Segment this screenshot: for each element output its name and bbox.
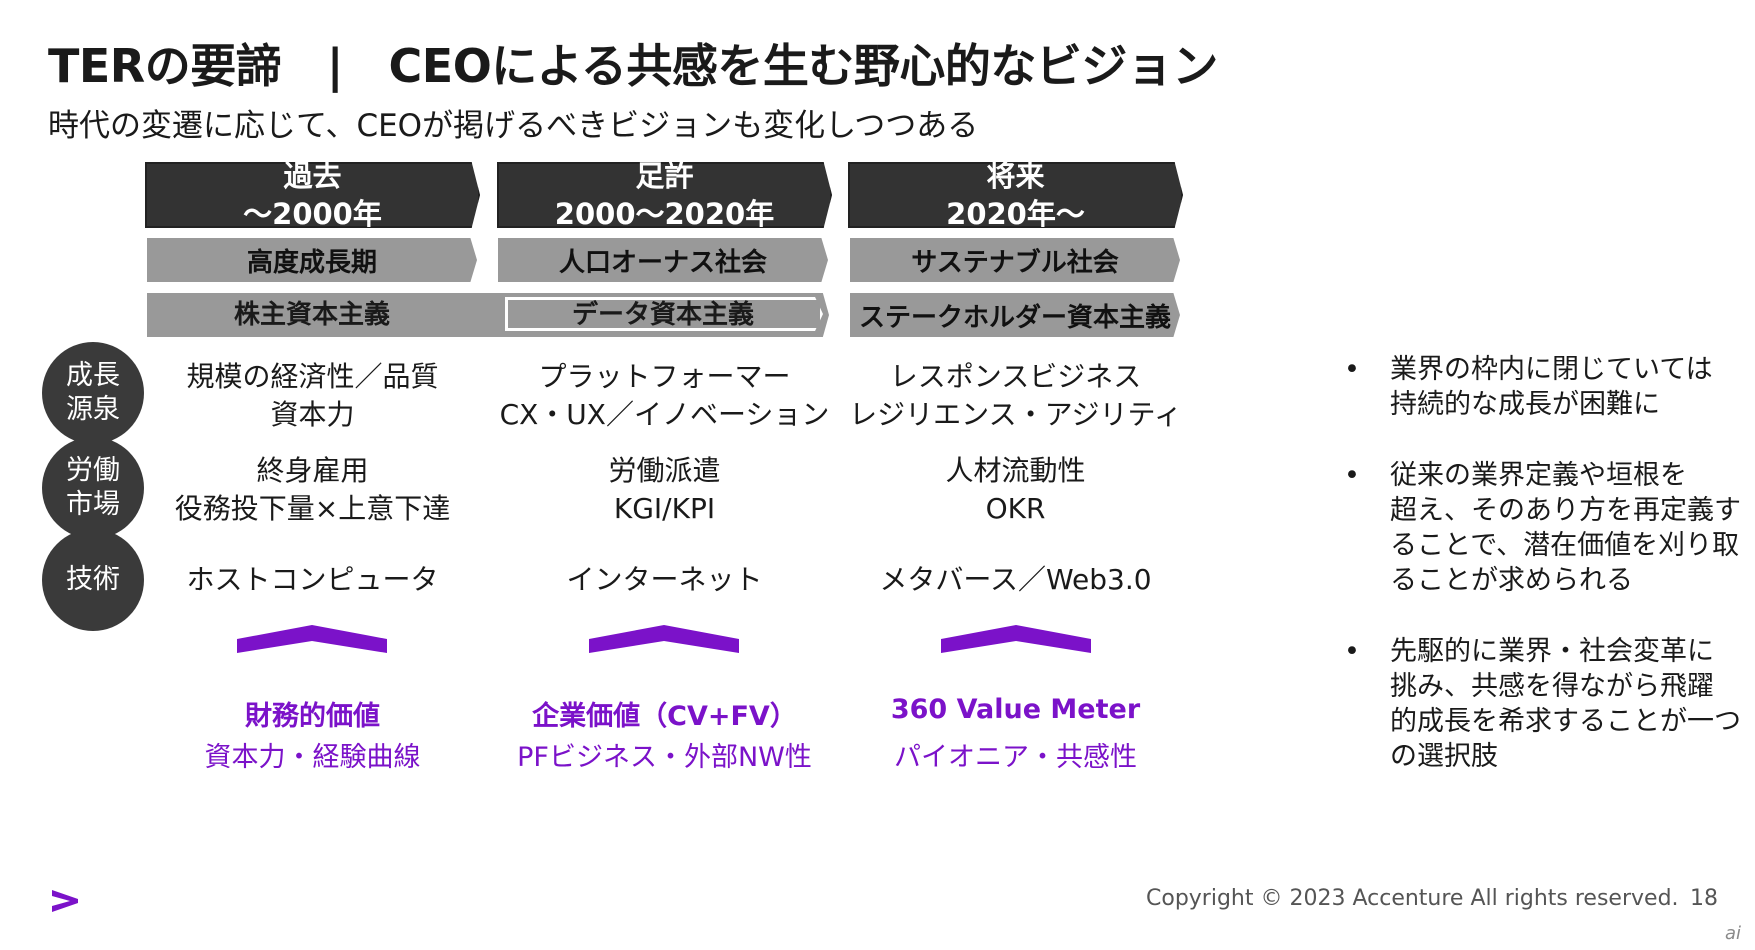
era-past-name: 過去 (283, 159, 342, 193)
value-past-title: 財務的価値 (245, 701, 380, 732)
category-labor-label: 労働 市場 (66, 455, 120, 520)
labor-present: 労働派遣 KGI/KPI (608, 454, 721, 525)
era-future-name: 将来 (986, 159, 1045, 193)
growth-past: 規模の経済性／品質 資本力 (186, 360, 439, 431)
capitalism-data-outline (505, 297, 823, 331)
bullet-text: 業界の枠内に閉じていては 持続的な成長が困難に (1390, 354, 1713, 420)
category-labor: 労働 市場 (42, 437, 144, 539)
capitalism-shareholder-label: 株主資本主義 (233, 300, 390, 330)
bullet-dot: • (1344, 636, 1360, 667)
labor-future: 人材流動性 OKR (945, 454, 1086, 525)
page-title: TERの要諦 | CEOによる共感を生む野心的なビジョン (48, 39, 1218, 93)
capitalism-stakeholder: ステークホルダー資本主義 (850, 293, 1180, 337)
growth-future: レスポンスビジネス レジリエンス・アジリティ (849, 360, 1182, 431)
society-past: 高度成長期 (147, 238, 477, 282)
value-past-sub: 資本力・経験曲線 (204, 742, 421, 773)
era-present: 足許 2000～2020年 (497, 162, 832, 228)
era-present-period: 2000～2020年 (554, 197, 775, 231)
chevron-up-icon (941, 625, 1091, 653)
value-present-sub: PFビジネス・外部NW性 (517, 742, 812, 773)
copyright-text: Copyright © 2023 Accenture All rights re… (1146, 886, 1679, 911)
page-number: 18 (1690, 886, 1718, 911)
society-present: 人口オーナス社会 (498, 238, 828, 282)
category-tech-label: 技術 (66, 564, 120, 595)
list-item: • 従来の業界定義や垣根を 超え、そのあり方を再定義す ることで、潜在価値を刈り… (1344, 458, 1744, 598)
tech-present: インターネット (566, 563, 763, 596)
category-growth: 成長 源泉 (42, 342, 144, 444)
growth-present: プラットフォーマー CX・UX／イノベーション (499, 360, 830, 431)
era-present-name: 足許 (635, 159, 694, 193)
era-future-period: 2020年～ (946, 197, 1085, 231)
era-past: 過去 ～2000年 (145, 162, 480, 228)
era-future: 将来 2020年～ (848, 162, 1183, 228)
accenture-greater-than-icon (52, 890, 78, 912)
chevron-up-icon (589, 625, 739, 653)
capitalism-data-label: データ資本主義 (571, 300, 754, 330)
tech-past: ホストコンピュータ (186, 563, 439, 596)
tech-future: メタバース／Web3.0 (879, 563, 1152, 596)
value-future-title: 360 Value Meter (890, 694, 1141, 725)
list-item: • 業界の枠内に閉じていては 持続的な成長が困難に (1344, 352, 1744, 422)
bullet-dot: • (1344, 460, 1360, 491)
list-item: • 先駆的に業界・社会変革に 挑み、共感を得ながら飛躍 的成長を希求することが一… (1344, 634, 1744, 774)
category-growth-label: 成長 源泉 (66, 360, 120, 425)
bullet-text: 従来の業界定義や垣根を 超え、そのあり方を再定義す ることで、潜在価値を刈り取 … (1390, 460, 1741, 596)
value-present-title: 企業価値（CV+FV） (532, 701, 797, 732)
bullet-dot: • (1344, 354, 1360, 385)
category-tech: 技術 (42, 529, 144, 631)
society-future: サステナブル社会 (850, 238, 1180, 282)
labor-past: 終身雇用 役務投下量×上意下達 (174, 454, 451, 525)
page-subtitle: 時代の変遷に応じて、CEOが掲げるべきビジョンも変化しつつある (48, 108, 979, 144)
chevron-up-icon (237, 625, 387, 653)
bullet-text: 先駆的に業界・社会変革に 挑み、共感を得ながら飛躍 的成長を希求することが一つ … (1390, 636, 1741, 772)
era-past-period: ～2000年 (243, 197, 382, 231)
value-future-sub: パイオニア・共感性 (894, 742, 1137, 773)
bullet-list: • 業界の枠内に閉じていては 持続的な成長が困難に • 従来の業界定義や垣根を … (1344, 352, 1744, 810)
watermark-text: ai (1724, 923, 1741, 944)
